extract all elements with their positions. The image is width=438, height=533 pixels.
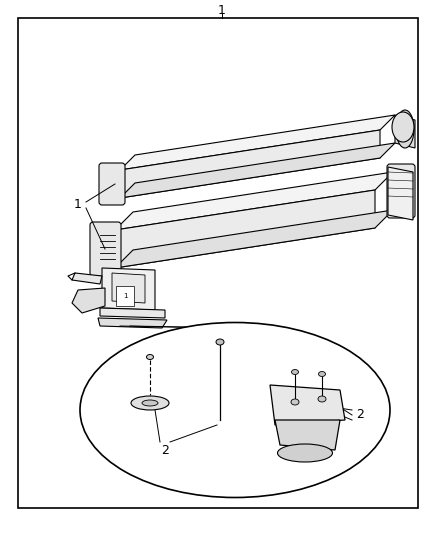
Ellipse shape [146, 354, 153, 359]
FancyBboxPatch shape [90, 222, 121, 276]
Polygon shape [102, 268, 155, 310]
Ellipse shape [216, 339, 224, 345]
Text: 2: 2 [356, 408, 364, 422]
Polygon shape [98, 318, 167, 328]
Ellipse shape [318, 372, 325, 376]
Ellipse shape [80, 322, 390, 497]
Polygon shape [72, 273, 102, 284]
Polygon shape [275, 420, 340, 450]
Text: 1: 1 [74, 198, 82, 212]
Polygon shape [100, 308, 165, 318]
Text: 1: 1 [123, 293, 127, 299]
Polygon shape [72, 288, 105, 313]
Polygon shape [115, 172, 393, 230]
Ellipse shape [396, 110, 414, 148]
Polygon shape [120, 143, 395, 198]
Ellipse shape [318, 396, 326, 402]
Ellipse shape [142, 400, 158, 406]
Polygon shape [270, 385, 345, 425]
Polygon shape [112, 273, 145, 303]
Ellipse shape [278, 444, 332, 462]
FancyBboxPatch shape [99, 163, 125, 205]
Ellipse shape [291, 399, 299, 405]
Ellipse shape [392, 112, 414, 142]
Polygon shape [395, 115, 415, 148]
Polygon shape [120, 115, 395, 170]
Polygon shape [115, 210, 393, 268]
FancyBboxPatch shape [387, 164, 415, 218]
Polygon shape [388, 167, 413, 220]
Polygon shape [115, 190, 375, 268]
Polygon shape [120, 130, 380, 198]
Text: 1: 1 [218, 4, 226, 17]
Ellipse shape [292, 369, 299, 375]
Text: 2: 2 [161, 443, 169, 456]
Ellipse shape [131, 396, 169, 410]
